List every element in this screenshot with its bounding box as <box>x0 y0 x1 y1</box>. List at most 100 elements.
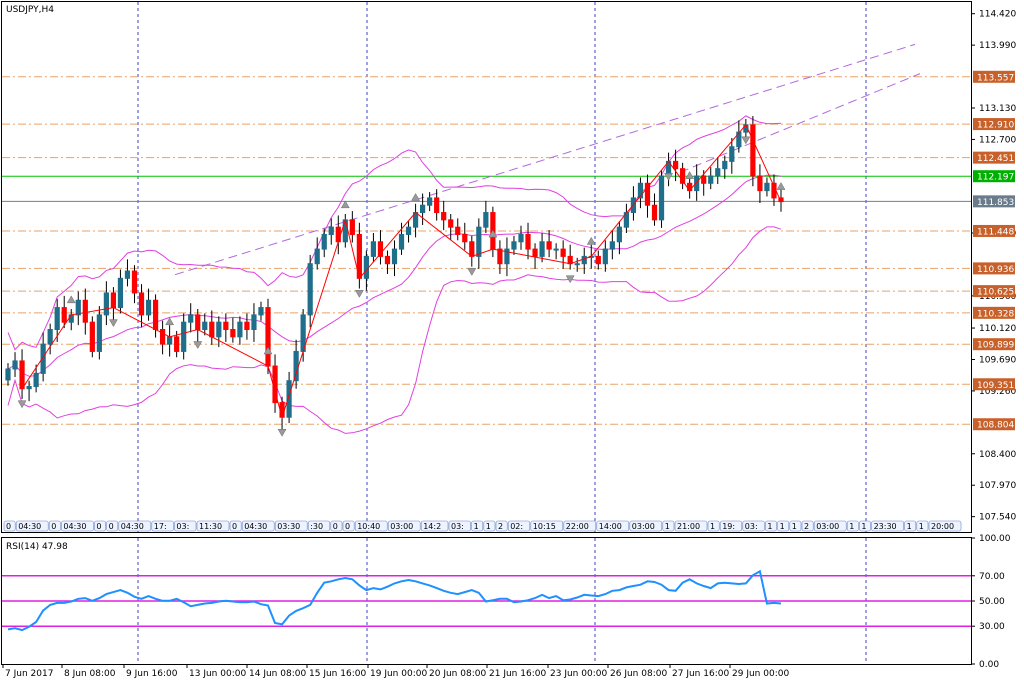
level-label-bg <box>973 338 1015 351</box>
session-mark-label: 0 <box>232 522 237 531</box>
candle-body <box>328 226 334 235</box>
time-tick-label: 26 Jun 08:00 <box>610 669 667 679</box>
session-mark-label: 0 <box>345 522 350 531</box>
main-chart-frame <box>1 1 972 533</box>
rsi-tick-label: 30.00 <box>979 622 1005 632</box>
candle-body <box>441 212 447 221</box>
candle-body <box>715 168 721 177</box>
session-mark-box <box>354 520 388 532</box>
session-mark-label: :30 <box>310 522 323 531</box>
session-mark-label: 19: <box>722 522 735 531</box>
session-mark-box <box>483 520 496 532</box>
candle-body <box>750 124 756 177</box>
session-mark-box <box>241 520 275 532</box>
candle-body <box>405 226 412 235</box>
rsi-indicator: 100.00 70.00 50.00 30.00 0.00 <box>2 534 1011 670</box>
bollinger-upper <box>7 115 782 351</box>
level-label: 110.625 <box>977 288 1014 298</box>
candle-body <box>167 336 173 345</box>
session-mark-label: 03:00 <box>390 522 413 531</box>
candle-body <box>89 321 95 352</box>
fractal-up-icon <box>488 229 498 238</box>
candle-body <box>518 233 524 243</box>
session-mark-label: 2 <box>804 522 809 531</box>
session-mark-label: 1 <box>849 522 854 531</box>
candle-body <box>672 160 679 170</box>
session-mark-box <box>118 520 152 532</box>
rsi-tick-label: 100.00 <box>979 534 1011 544</box>
chart-title: USDJPY,H4 <box>6 5 54 15</box>
session-mark-box <box>859 520 871 532</box>
level-label: 112.910 <box>977 121 1014 131</box>
session-mark-box <box>742 520 765 532</box>
level-label-bg <box>973 118 1015 131</box>
session-mark-label: 03:00 <box>816 522 839 531</box>
session-mark-label: 03: <box>745 522 758 531</box>
session-mark-box <box>707 520 720 532</box>
candle-body <box>47 329 53 345</box>
fractal-down-icon <box>467 268 477 276</box>
candle-body <box>61 307 67 323</box>
session-mark-label: 1 <box>919 522 924 531</box>
fractal-down-icon <box>193 341 203 350</box>
candle-body <box>525 233 531 250</box>
candle-body <box>546 241 552 250</box>
session-mark-box <box>777 520 790 532</box>
level-label-bg <box>973 170 1015 183</box>
candle-body <box>680 168 686 184</box>
candle-body <box>363 255 369 279</box>
bollinger-middle <box>7 174 782 377</box>
level-label: 111.853 <box>977 198 1014 208</box>
candle-body <box>455 226 461 235</box>
session-mark-box <box>196 520 230 532</box>
candle-body <box>539 241 545 257</box>
fractal-down-icon <box>354 290 364 298</box>
session-mark-box <box>813 520 847 532</box>
fractal-down-icon <box>108 319 118 328</box>
level-label: 109.899 <box>977 341 1014 351</box>
fractal-down-icon <box>565 275 575 284</box>
candle-body <box>644 182 651 206</box>
level-label: 110.328 <box>977 309 1014 319</box>
candle-body <box>736 131 742 148</box>
candle-body <box>26 386 32 390</box>
fractal-down-icon <box>664 173 673 181</box>
session-mark-label: 1 <box>861 522 866 531</box>
session-mark-label: 04:30 <box>18 522 41 531</box>
candle-body <box>553 248 559 251</box>
session-mark-box <box>765 520 777 532</box>
session-mark-label: 1 <box>665 522 670 531</box>
fractal-up-icon <box>165 317 175 326</box>
price-tick-label: 112.700 <box>979 135 1016 145</box>
candle-body <box>19 360 25 390</box>
candle-body <box>434 197 440 214</box>
candle-body <box>159 329 166 345</box>
session-mark-label: 22:00 <box>566 522 589 531</box>
channel-lower-line <box>679 73 921 173</box>
session-mark-label: 1 <box>907 522 912 531</box>
candle-body <box>384 255 391 265</box>
candle-body <box>349 219 355 235</box>
level-label: 112.197 <box>977 173 1014 183</box>
level-label-bg <box>973 195 1015 208</box>
session-mark-label: 10:15 <box>533 522 556 531</box>
candle-body <box>258 307 264 316</box>
session-mark-label: 0 <box>51 522 56 531</box>
candle-body <box>427 197 433 206</box>
candle-body <box>532 248 538 257</box>
candle-body <box>567 255 573 265</box>
candle-body <box>391 248 398 265</box>
session-mark-label: 17: <box>154 522 167 531</box>
zigzag-indicator <box>17 123 786 437</box>
candle-body <box>110 292 117 309</box>
session-mark-label: 03: <box>176 522 189 531</box>
candle-body <box>54 307 60 331</box>
candle-body <box>616 226 622 243</box>
price-tick-label: 108.400 <box>979 450 1016 460</box>
candle-body <box>370 241 377 257</box>
rsi-tick-label: 0.00 <box>979 660 999 670</box>
session-mark-box <box>904 520 917 532</box>
zigzag-line <box>21 123 782 419</box>
time-tick-label: 14 Jun 08:00 <box>249 669 306 679</box>
